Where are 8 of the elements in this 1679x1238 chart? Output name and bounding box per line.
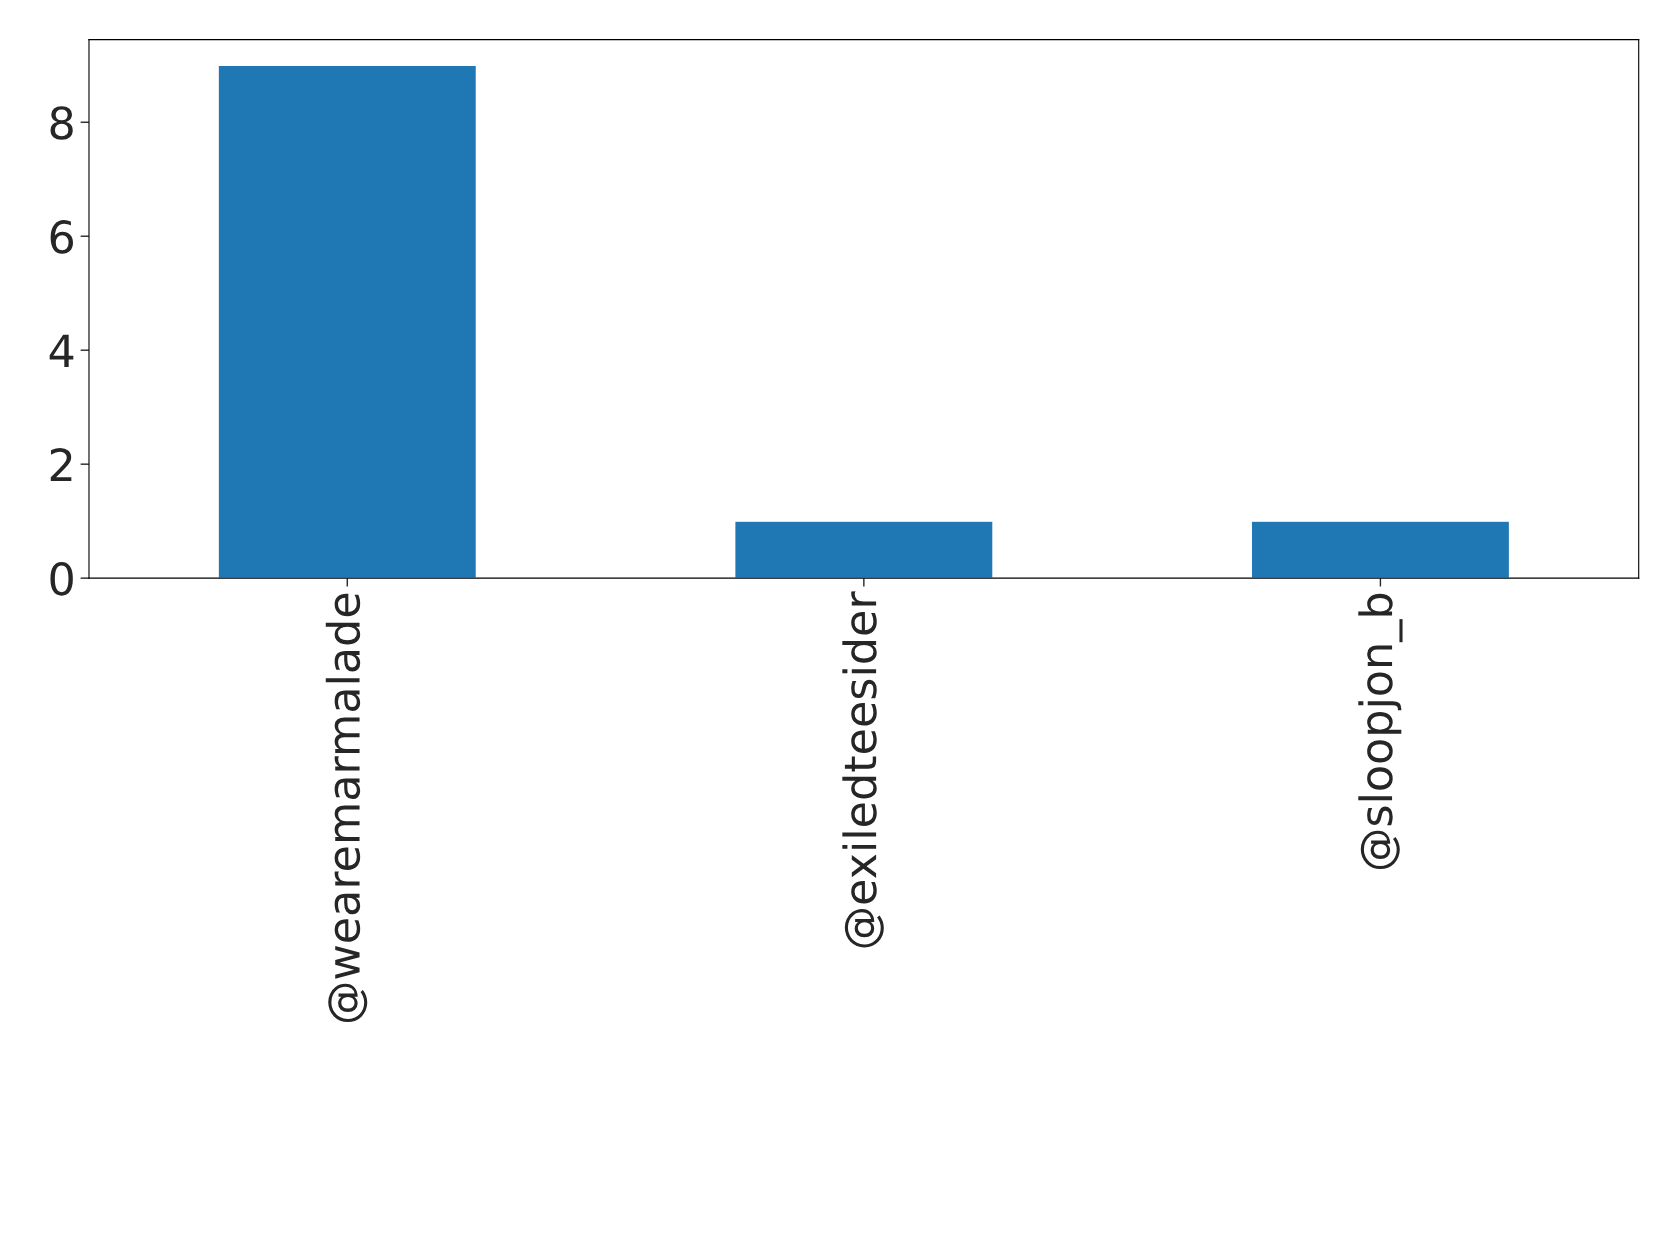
y-tick-label: 4 xyxy=(49,334,74,368)
y-tick-label: 6 xyxy=(50,220,73,254)
x-tick-label: @wearemarmalade xyxy=(325,593,368,1023)
x-tick-label: @exiledteesider xyxy=(842,591,884,948)
y-tick-label: 8 xyxy=(50,106,73,140)
x-tick-label: @sloopjon_b xyxy=(1358,593,1403,870)
y-tick-label: 0 xyxy=(50,562,73,596)
y-tick-label: 2 xyxy=(50,448,72,482)
